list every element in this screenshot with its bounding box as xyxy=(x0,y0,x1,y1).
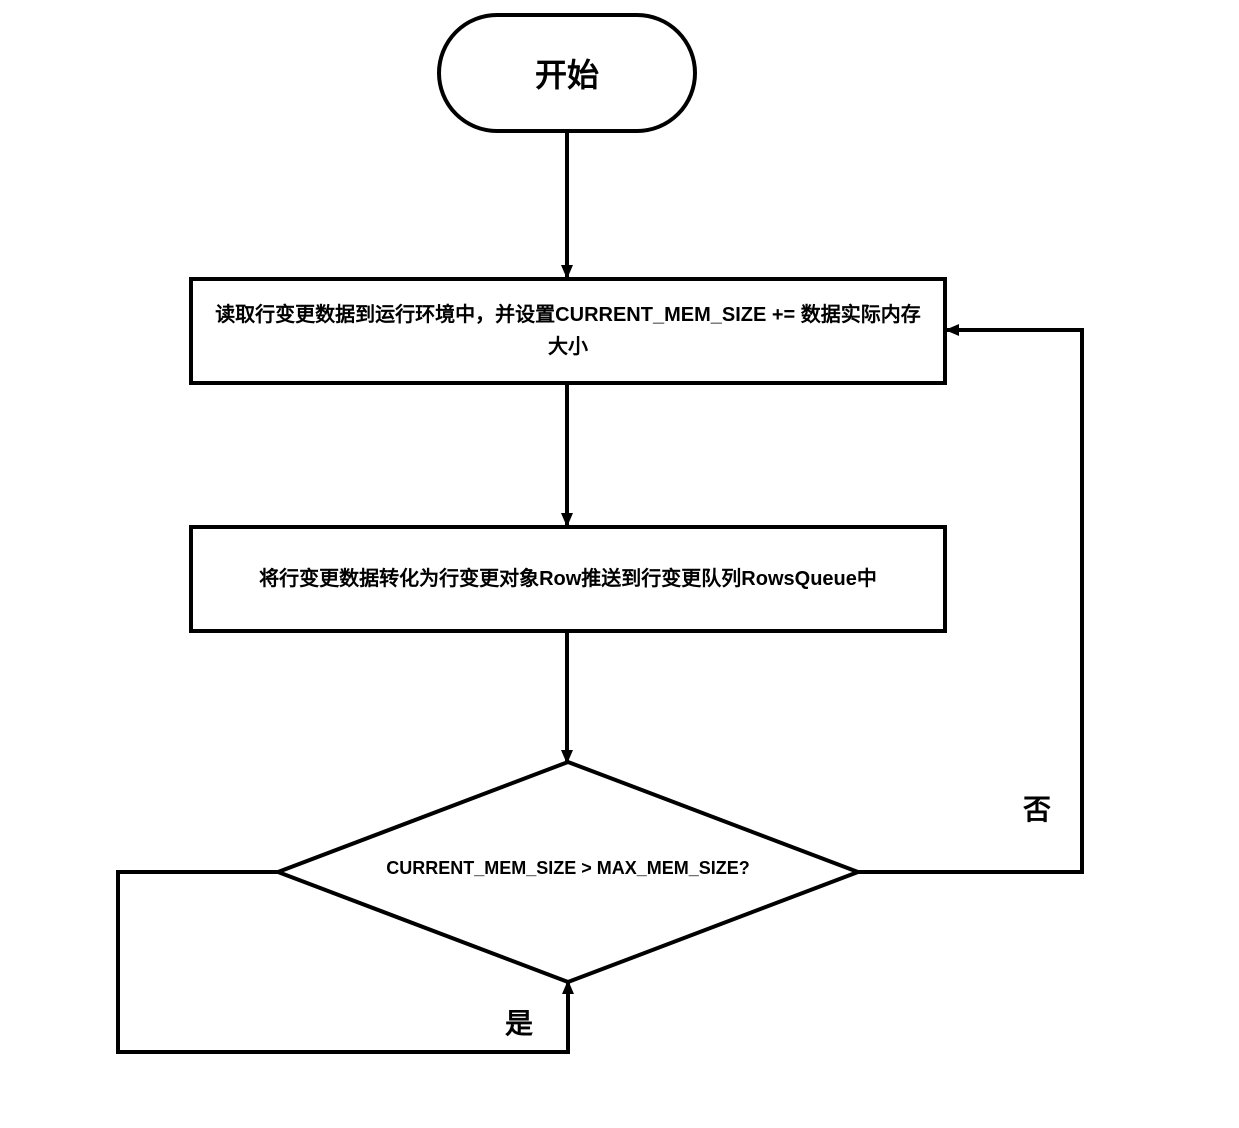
edge-label-no: 否 xyxy=(1023,788,1051,828)
process-push-row-queue-label: 将行变更数据转化为行变更对象Row推送到行变更队列RowsQueue中 xyxy=(259,563,877,595)
process-read-row-data-label: 读取行变更数据到运行环境中，并设置CURRENT_MEM_SIZE += 数据实… xyxy=(213,299,923,363)
decision-mem-size-label: CURRENT_MEM_SIZE > MAX_MEM_SIZE? xyxy=(348,858,788,879)
edge-label-yes: 是 xyxy=(505,1002,533,1042)
start-node: 开始 xyxy=(437,13,697,133)
process-read-row-data: 读取行变更数据到运行环境中，并设置CURRENT_MEM_SIZE += 数据实… xyxy=(189,277,947,385)
start-label: 开始 xyxy=(535,50,599,96)
process-push-row-queue: 将行变更数据转化为行变更对象Row推送到行变更队列RowsQueue中 xyxy=(189,525,947,633)
